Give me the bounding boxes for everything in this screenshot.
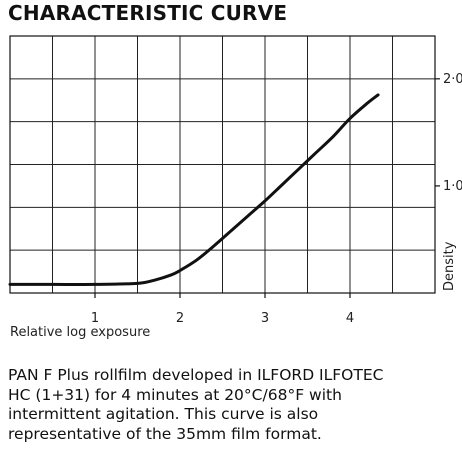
y-tick-label: 2·0 <box>443 72 462 87</box>
density-curve-line <box>8 93 380 287</box>
x-tick-label: 1 <box>91 311 99 326</box>
y-tick-label: 1·0 <box>443 179 462 194</box>
x-tick-label: 2 <box>176 311 184 326</box>
x-axis-label: Relative log exposure <box>10 325 150 340</box>
x-tick-label: 3 <box>261 311 269 326</box>
grid <box>10 36 435 293</box>
y-axis-label: Density <box>442 241 457 291</box>
chart-title: CHARACTERISTIC CURVE <box>8 1 288 25</box>
plot-frame <box>9 35 436 294</box>
caption-line: representative of the 35mm film format. <box>8 424 322 443</box>
axis-ticks: 1 2 3 4 1·0 2·0 <box>91 72 462 326</box>
caption: PAN F Plus rollfilm developed in ILFORD … <box>8 366 460 444</box>
caption-line: HC (1+31) for 4 minutes at 20°C/68°F wit… <box>8 385 342 404</box>
caption-line: PAN F Plus rollfilm developed in ILFORD … <box>8 366 384 384</box>
caption-line: intermittent agitation. This curve is al… <box>8 405 319 423</box>
characteristic-curve-chart: 1 2 3 4 1·0 2·0 Relative log exposure Density <box>8 35 462 340</box>
x-tick-label: 4 <box>346 311 354 326</box>
